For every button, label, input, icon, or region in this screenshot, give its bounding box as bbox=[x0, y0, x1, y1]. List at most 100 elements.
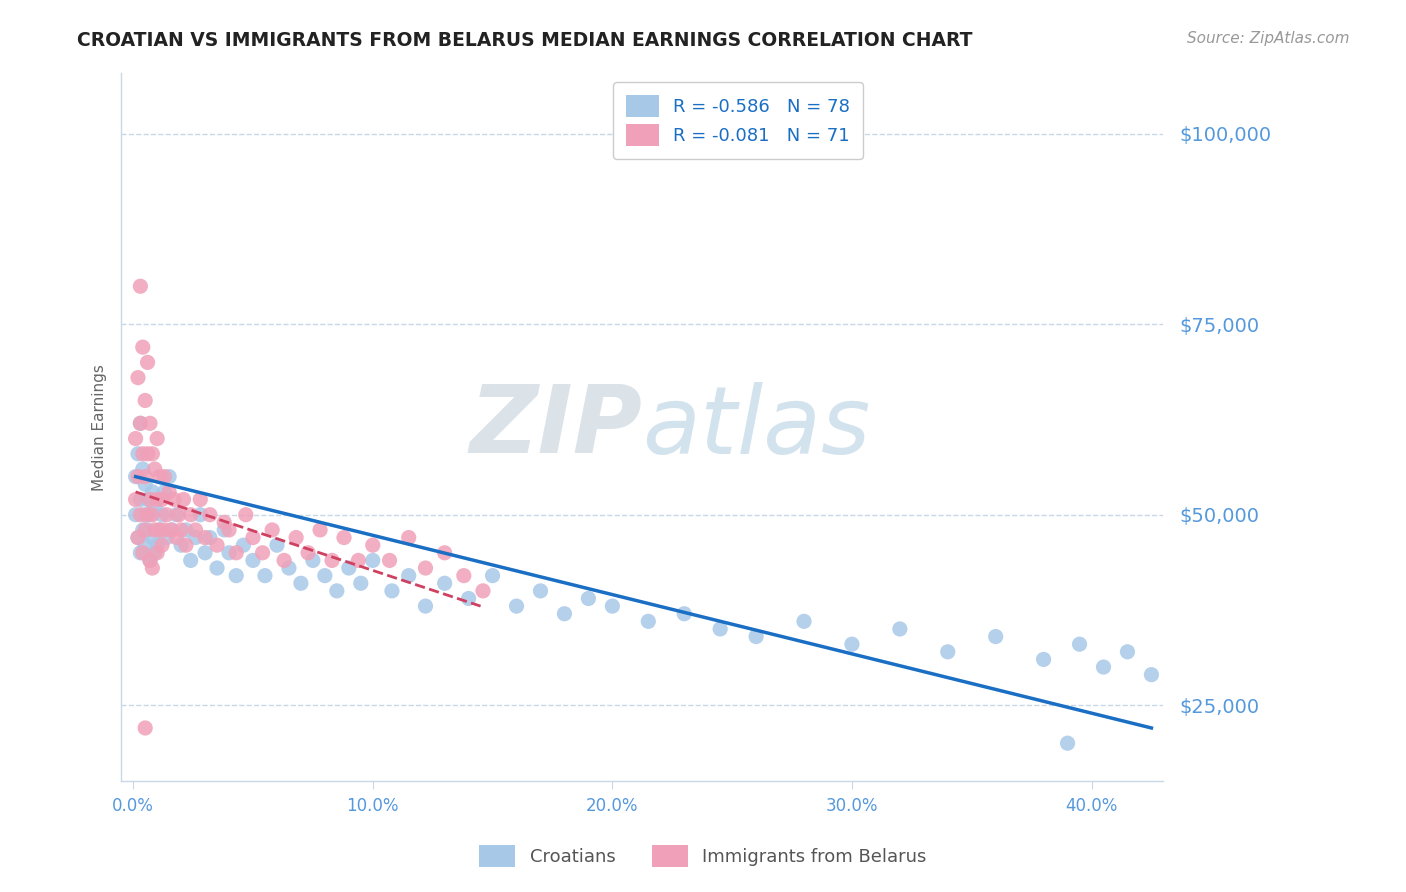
Point bbox=[129, 417, 152, 431]
Point bbox=[936, 645, 959, 659]
Point bbox=[1140, 667, 1163, 681]
Point bbox=[297, 546, 319, 560]
Point bbox=[127, 531, 149, 545]
Point bbox=[194, 546, 217, 560]
Point bbox=[745, 630, 768, 644]
Point bbox=[453, 568, 475, 582]
Point bbox=[889, 622, 911, 636]
Legend: R = -0.586   N = 78, R = -0.081   N = 71: R = -0.586 N = 78, R = -0.081 N = 71 bbox=[613, 82, 862, 159]
Point bbox=[124, 432, 146, 446]
Point bbox=[174, 538, 197, 552]
Point bbox=[333, 531, 356, 545]
Point bbox=[381, 583, 404, 598]
Point bbox=[505, 599, 527, 613]
Point bbox=[1116, 645, 1139, 659]
Legend: Croatians, Immigrants from Belarus: Croatians, Immigrants from Belarus bbox=[472, 838, 934, 874]
Point bbox=[673, 607, 696, 621]
Point bbox=[127, 531, 149, 545]
Point bbox=[984, 630, 1007, 644]
Point bbox=[136, 508, 159, 522]
Point bbox=[124, 492, 146, 507]
Point bbox=[160, 523, 183, 537]
Point bbox=[143, 546, 166, 560]
Point bbox=[134, 469, 156, 483]
Point bbox=[277, 561, 299, 575]
Point bbox=[143, 462, 166, 476]
Point bbox=[576, 591, 599, 606]
Point bbox=[139, 508, 162, 522]
Point bbox=[150, 492, 173, 507]
Point bbox=[225, 546, 247, 560]
Point bbox=[136, 492, 159, 507]
Point bbox=[139, 553, 162, 567]
Point bbox=[184, 531, 207, 545]
Point bbox=[139, 492, 162, 507]
Point bbox=[709, 622, 731, 636]
Point bbox=[132, 546, 155, 560]
Point bbox=[218, 546, 240, 560]
Point bbox=[262, 523, 284, 537]
Point bbox=[129, 417, 152, 431]
Point bbox=[198, 508, 221, 522]
Point bbox=[793, 615, 815, 629]
Point bbox=[127, 370, 149, 384]
Point bbox=[136, 447, 159, 461]
Point bbox=[242, 531, 264, 545]
Point bbox=[285, 531, 308, 545]
Point bbox=[127, 447, 149, 461]
Point bbox=[273, 553, 295, 567]
Point bbox=[314, 568, 336, 582]
Point bbox=[481, 568, 503, 582]
Point bbox=[205, 538, 228, 552]
Point bbox=[326, 583, 349, 598]
Point bbox=[170, 538, 193, 552]
Point bbox=[139, 417, 162, 431]
Point bbox=[129, 546, 152, 560]
Point bbox=[148, 523, 170, 537]
Point bbox=[153, 523, 176, 537]
Point bbox=[150, 508, 173, 522]
Point bbox=[205, 561, 228, 575]
Point bbox=[146, 432, 169, 446]
Point bbox=[350, 576, 373, 591]
Point bbox=[321, 553, 343, 567]
Point bbox=[637, 615, 659, 629]
Point bbox=[1056, 736, 1078, 750]
Text: CROATIAN VS IMMIGRANTS FROM BELARUS MEDIAN EARNINGS CORRELATION CHART: CROATIAN VS IMMIGRANTS FROM BELARUS MEDI… bbox=[77, 31, 973, 50]
Point bbox=[242, 553, 264, 567]
Point bbox=[309, 523, 332, 537]
Point bbox=[124, 508, 146, 522]
Point bbox=[132, 462, 155, 476]
Point bbox=[218, 523, 240, 537]
Point bbox=[361, 553, 384, 567]
Point bbox=[157, 484, 180, 499]
Point bbox=[602, 599, 624, 613]
Point bbox=[180, 508, 202, 522]
Point bbox=[129, 279, 152, 293]
Point bbox=[194, 531, 217, 545]
Point bbox=[153, 469, 176, 483]
Point bbox=[136, 355, 159, 369]
Point bbox=[433, 576, 456, 591]
Point bbox=[174, 523, 197, 537]
Point bbox=[290, 576, 312, 591]
Point bbox=[1032, 652, 1054, 666]
Point bbox=[134, 538, 156, 552]
Point bbox=[124, 469, 146, 483]
Point bbox=[188, 492, 211, 507]
Point bbox=[143, 500, 166, 514]
Point bbox=[163, 492, 186, 507]
Point bbox=[165, 508, 187, 522]
Point bbox=[129, 492, 152, 507]
Point bbox=[378, 553, 401, 567]
Text: Source: ZipAtlas.com: Source: ZipAtlas.com bbox=[1187, 31, 1350, 46]
Point bbox=[180, 553, 202, 567]
Point bbox=[143, 523, 166, 537]
Point bbox=[160, 523, 183, 537]
Point bbox=[212, 516, 235, 530]
Point bbox=[156, 531, 179, 545]
Point bbox=[134, 721, 156, 735]
Point bbox=[132, 447, 155, 461]
Point bbox=[398, 531, 420, 545]
Point bbox=[167, 508, 190, 522]
